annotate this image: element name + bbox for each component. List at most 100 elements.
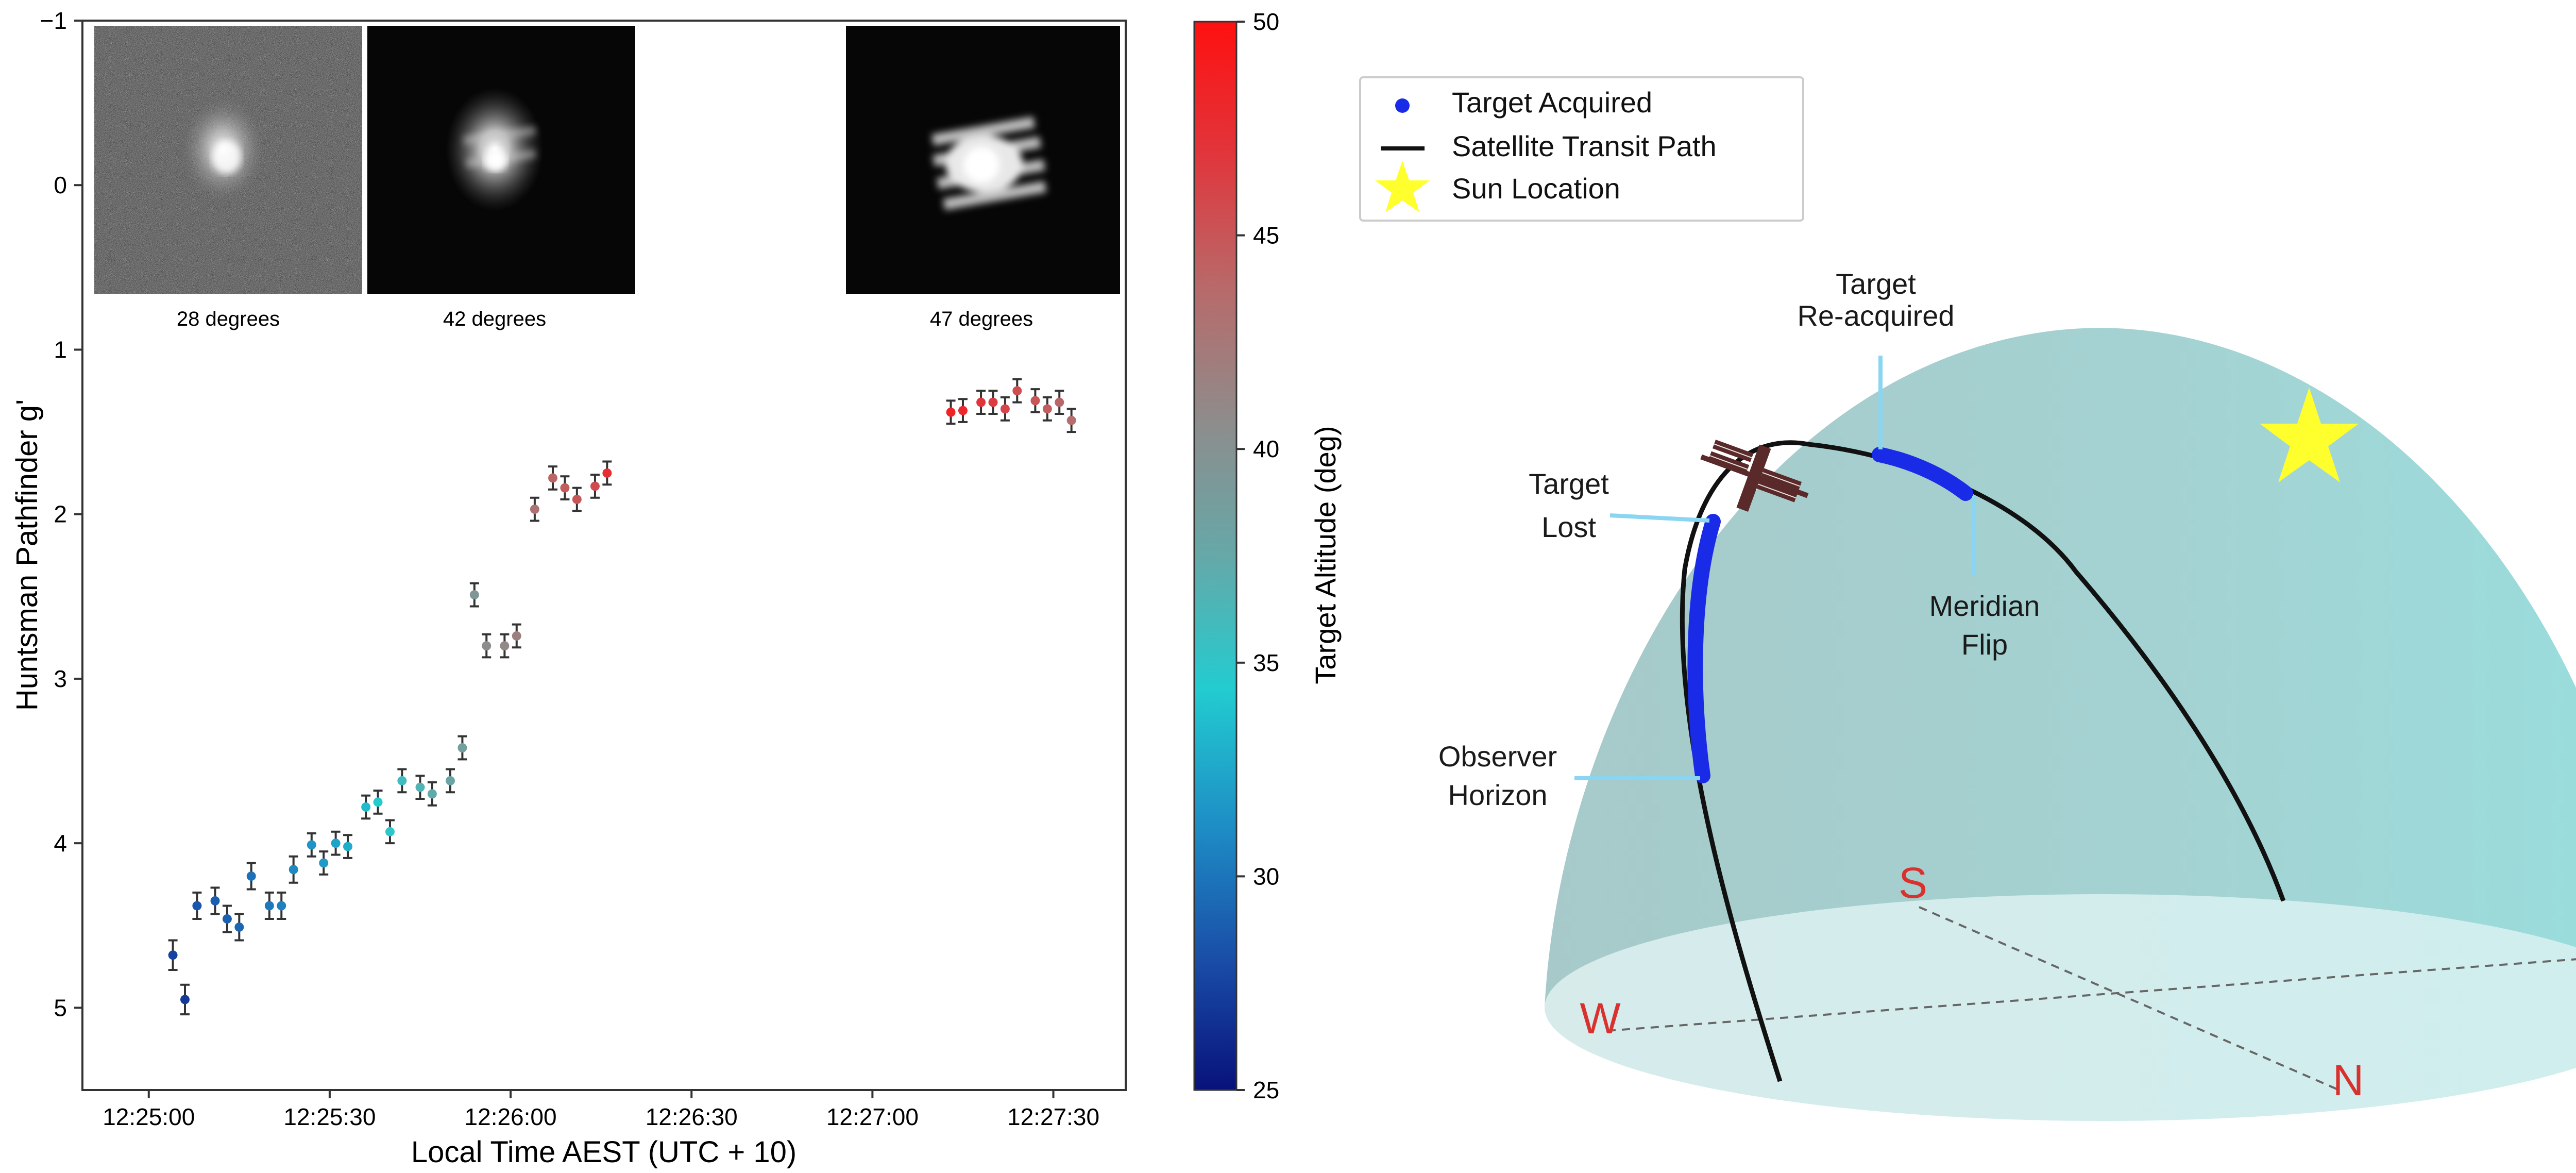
legend-marker-target-acquired <box>1395 98 1410 113</box>
y-tick-label: 4 <box>54 830 67 857</box>
annotation-observer-horizon-line1: Observer <box>1438 740 1557 773</box>
point-marker <box>180 995 190 1004</box>
compass-line-s-n <box>1919 906 2340 1091</box>
sky-dome-diagram: Target Re-acquired Target Lost Meridian … <box>1359 76 2576 1121</box>
compass-w: W <box>1580 994 1620 1043</box>
point-marker <box>343 842 353 851</box>
data-point <box>482 633 492 659</box>
data-point <box>602 460 612 486</box>
point-marker <box>482 641 492 651</box>
point-marker <box>548 473 558 483</box>
point-marker <box>210 896 220 906</box>
data-point <box>590 474 600 499</box>
data-point <box>385 819 395 845</box>
data-point <box>1030 388 1040 413</box>
point-marker <box>1030 396 1040 406</box>
data-point <box>469 582 479 608</box>
inset-label-42: 42 degrees <box>443 308 546 330</box>
point-marker <box>457 743 467 752</box>
data-point <box>530 496 539 522</box>
x-axis-label: Local Time AEST (UTC + 10) <box>411 1135 796 1169</box>
data-points <box>168 378 1076 1016</box>
point-marker <box>602 468 612 478</box>
point-marker <box>168 950 178 960</box>
inset-42-degrees: 42 degrees <box>367 26 635 330</box>
data-point <box>331 830 341 856</box>
point-marker <box>246 872 256 881</box>
colorbar-ticks: 25 30 35 40 45 50 <box>1236 8 1279 1103</box>
point-marker <box>361 802 371 812</box>
y-tick-label: 3 <box>54 665 67 692</box>
data-point <box>415 775 425 800</box>
data-point <box>548 465 558 491</box>
sky-dome <box>1545 328 2576 1008</box>
data-point <box>264 891 274 920</box>
legend-box <box>1359 76 1804 222</box>
annotation-target-reacquired-line1: Target <box>1836 267 1916 300</box>
compass-n: N <box>2333 1056 2364 1104</box>
x-tick-label: 12:25:00 <box>103 1103 195 1130</box>
point-marker <box>319 858 329 868</box>
colorbar-gradient <box>1193 21 1238 1091</box>
x-tick-label: 12:26:30 <box>646 1103 738 1130</box>
annotation-meridian-flip-line1: Meridian <box>1929 590 2040 622</box>
point-marker <box>469 590 479 600</box>
point-marker <box>385 827 395 836</box>
inset-label-28: 28 degrees <box>177 308 280 330</box>
colorbar-tick-label: 35 <box>1253 649 1279 676</box>
data-point <box>560 475 570 500</box>
point-marker <box>427 789 437 799</box>
point-marker <box>1042 404 1052 414</box>
data-point <box>512 623 521 649</box>
colorbar-label: Target Altitude (deg) <box>1309 426 1342 684</box>
data-point <box>373 790 383 815</box>
x-tick-label: 12:25:30 <box>283 1103 376 1130</box>
point-marker <box>500 641 510 651</box>
data-point <box>427 781 437 807</box>
data-point <box>234 913 244 942</box>
point-marker <box>946 407 956 417</box>
point-marker <box>572 494 582 504</box>
annotation-observer-horizon-line2: Horizon <box>1448 779 1548 811</box>
y-tick-label: 5 <box>54 994 67 1021</box>
data-point <box>168 939 178 971</box>
x-tick-label: 12:26:00 <box>465 1103 557 1130</box>
legend-label-sun-location: Sun Location <box>1452 172 1620 205</box>
annotation-pointers <box>1574 356 1976 780</box>
data-point <box>958 398 968 423</box>
point-marker <box>560 483 570 493</box>
transit-path <box>1680 440 2286 1082</box>
data-point <box>1012 378 1022 404</box>
annotation-target-lost-line1: Target <box>1529 467 1609 500</box>
point-marker <box>988 397 998 407</box>
y-axis-label: Huntsman Pathfinder g' <box>10 399 44 711</box>
data-point <box>500 633 510 659</box>
point-marker <box>1066 415 1076 425</box>
compass-s: S <box>1899 859 1927 907</box>
colorbar-tick-label: 50 <box>1253 8 1279 35</box>
point-marker <box>415 782 425 792</box>
inset-28-degrees: 28 degrees <box>94 26 362 330</box>
point-marker <box>277 901 286 911</box>
x-tick-label: 12:27:30 <box>1007 1103 1099 1130</box>
point-marker <box>1012 386 1022 396</box>
target-acquired-segment-1 <box>1687 514 1721 783</box>
colorbar: 25 30 35 40 45 50 Target Altitude (deg) <box>1193 8 1342 1103</box>
point-marker <box>512 631 521 641</box>
point-marker <box>192 901 202 911</box>
x-tick-label: 12:27:00 <box>826 1103 919 1130</box>
data-point <box>222 904 232 933</box>
point-marker <box>976 397 986 407</box>
point-marker <box>530 505 539 514</box>
target-acquired-segment-2 <box>1872 447 1973 501</box>
data-point <box>307 832 316 858</box>
annotation-target-reacquired-line2: Re-acquired <box>1797 299 1954 332</box>
y-axis-ticks: −1 0 1 2 3 4 5 <box>40 7 82 1021</box>
data-point <box>976 390 986 415</box>
y-tick-label: −1 <box>40 7 67 34</box>
colorbar-tick-label: 25 <box>1253 1077 1279 1103</box>
inset-label-47: 47 degrees <box>930 308 1033 330</box>
point-marker <box>397 776 407 785</box>
legend: Target Acquired Satellite Transit Path S… <box>1359 76 1804 222</box>
